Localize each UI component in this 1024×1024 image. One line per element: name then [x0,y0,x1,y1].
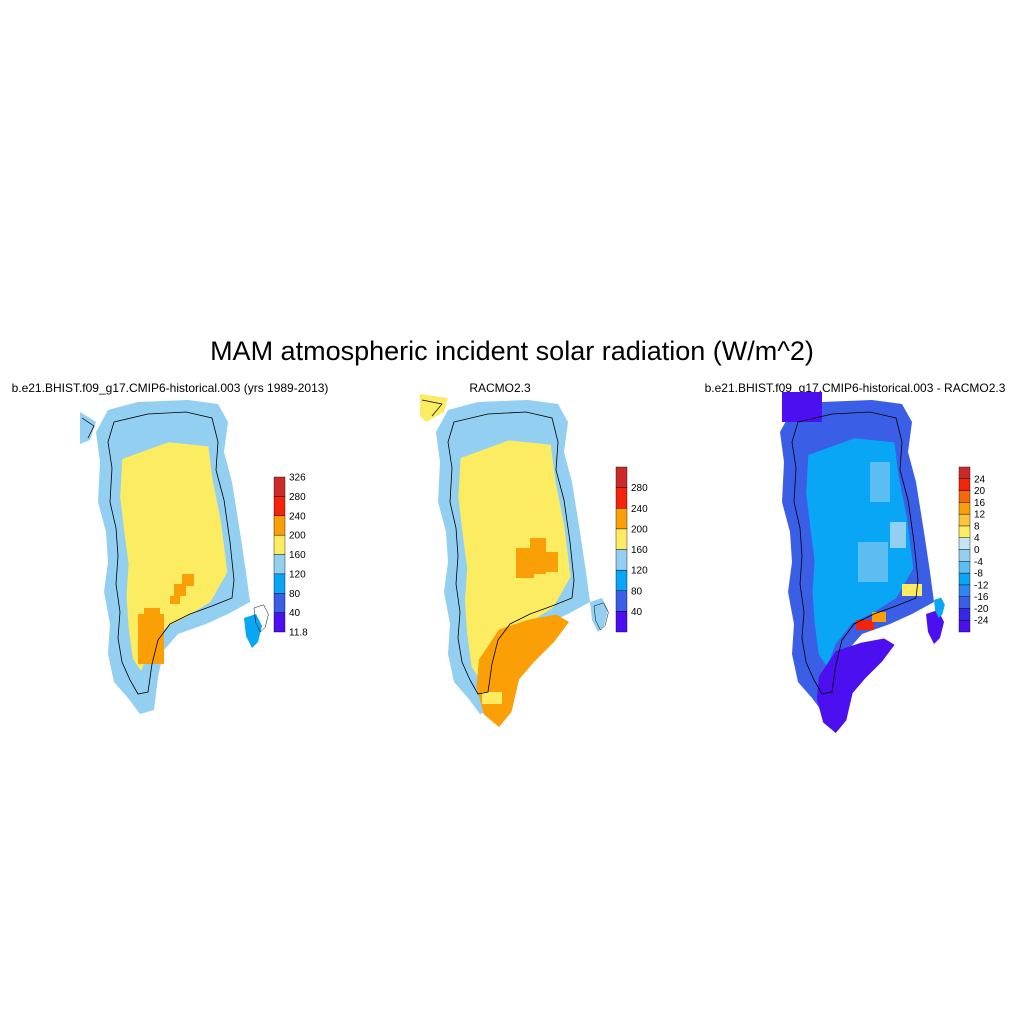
map-3-light-patch-b [870,462,890,502]
map-2-orange-ridge [516,548,534,578]
colorbar-1-swatch-1 [273,593,286,613]
colorbar-1-label-0: 11.8 [289,628,308,639]
colorbar-1-label-8: 326 [289,473,306,484]
map-3-yellow-coast [902,584,922,596]
map-3-light-patch-c [890,522,906,548]
colorbar-1-label-3: 120 [289,569,306,580]
map-3-violet-north [782,392,822,422]
colorbar-3-label-2: -16 [974,592,989,603]
map-1-orange-south [138,614,164,664]
colorbar-3-swatch-3 [958,584,971,597]
colorbar-3-swatch-11 [958,490,971,503]
colorbar-2-swatch-7 [615,466,628,488]
colorbar-3-swatch-6 [958,549,971,562]
colorbar-3-label-8: 8 [974,521,980,532]
colorbar-1-label-1: 40 [289,608,301,619]
map-panel-3 [780,392,945,733]
map-2-southern-tip [482,692,502,704]
colorbar-2-swatch-2 [615,569,628,591]
colorbar-2-label-5: 240 [631,504,648,515]
colorbar-1-label-5: 200 [289,531,306,542]
colorbar-2-label-1: 80 [631,586,643,597]
colorbar-3-label-3: -12 [974,580,989,591]
colorbar-1-swatch-3 [273,554,286,575]
colorbar-2-label-6: 280 [631,483,648,494]
colorbar-1-swatch-4 [273,534,286,555]
colorbar-3-swatch-13 [958,466,971,479]
map-panel-1 [80,400,269,714]
map-1-orange-south-top [144,608,160,620]
map-panel-2 [420,394,609,727]
figure-title: MAM atmospheric incident solar radiation… [210,336,814,366]
colorbar-3-label-5: -4 [974,557,983,568]
map-1-orange-patch-b [182,574,194,586]
map-3-red-coast [856,620,874,630]
colorbar-3-label-1: -20 [974,604,989,615]
colorbar-3-swatch-1 [958,608,971,621]
map-1-orange-patch-c [170,596,180,604]
map-1-island [244,614,262,648]
colorbar-1: 11.8 40 80 120 160 200 240 280 326 [273,473,308,639]
colorbar-3-swatch-4 [958,572,971,586]
colorbar-1-swatch-0 [273,612,286,633]
colorbar-2-label-0: 40 [631,607,643,618]
colorbar-3-swatch-2 [958,596,971,609]
colorbar-3-label-12: 24 [974,474,986,485]
panel-1-title: b.e21.BHIST.f09_g17.CMIP6-historical.003… [11,381,329,395]
colorbar-3-label-7: 4 [974,533,980,544]
colorbar-1-swatch-6 [273,496,286,516]
colorbar-3-swatch-7 [958,537,971,550]
colorbar-3-swatch-12 [958,478,971,491]
colorbar-2-swatch-5 [615,508,628,530]
colorbar-2-swatch-4 [615,528,628,550]
colorbar-2-swatch-3 [615,549,628,571]
colorbar-1-swatch-7 [273,476,286,497]
colorbar-3-swatch-0 [958,620,971,633]
colorbar-1-label-4: 160 [289,550,306,561]
colorbar-2-swatch-1 [615,590,628,612]
colorbar-3-swatch-9 [958,513,971,527]
panel-2-title: RACMO2.3 [469,381,531,395]
colorbar-3-label-6: 0 [974,545,980,556]
colorbar-2-label-2: 120 [631,566,648,577]
colorbar-3-label-9: 12 [974,510,986,521]
colorbar-1-swatch-2 [273,573,286,594]
map-1-ellesmere [80,412,96,444]
map-3-orange-coast [872,612,886,622]
map-1-orange-patch-a [174,584,186,596]
colorbar-3-label-10: 16 [974,498,986,509]
colorbar-3-swatch-10 [958,502,971,515]
colorbar-2-label-3: 160 [631,545,648,556]
colorbar-1-label-6: 240 [289,511,306,522]
colorbar-3-label-0: -24 [974,616,989,627]
colorbar-2-swatch-6 [615,487,628,509]
map-3-light-patch-a [858,542,888,582]
colorbar-3-swatch-8 [958,525,971,538]
colorbar-1-swatch-5 [273,515,286,536]
colorbar-1-label-7: 280 [289,492,306,503]
colorbar-2: 40 80 120 160 200 240 280 [615,466,648,633]
colorbar-3-swatch-5 [958,561,971,574]
colorbar-2-label-4: 200 [631,524,648,535]
panel-3-title: b.e21.BHIST.f09_g17.CMIP6-historical.003… [704,381,1006,395]
colorbar-3-label-11: 20 [974,486,986,497]
colorbar-3-label-4: -8 [974,569,983,580]
colorbar-1-label-2: 80 [289,589,301,600]
colorbar-2-swatch-0 [615,611,628,633]
